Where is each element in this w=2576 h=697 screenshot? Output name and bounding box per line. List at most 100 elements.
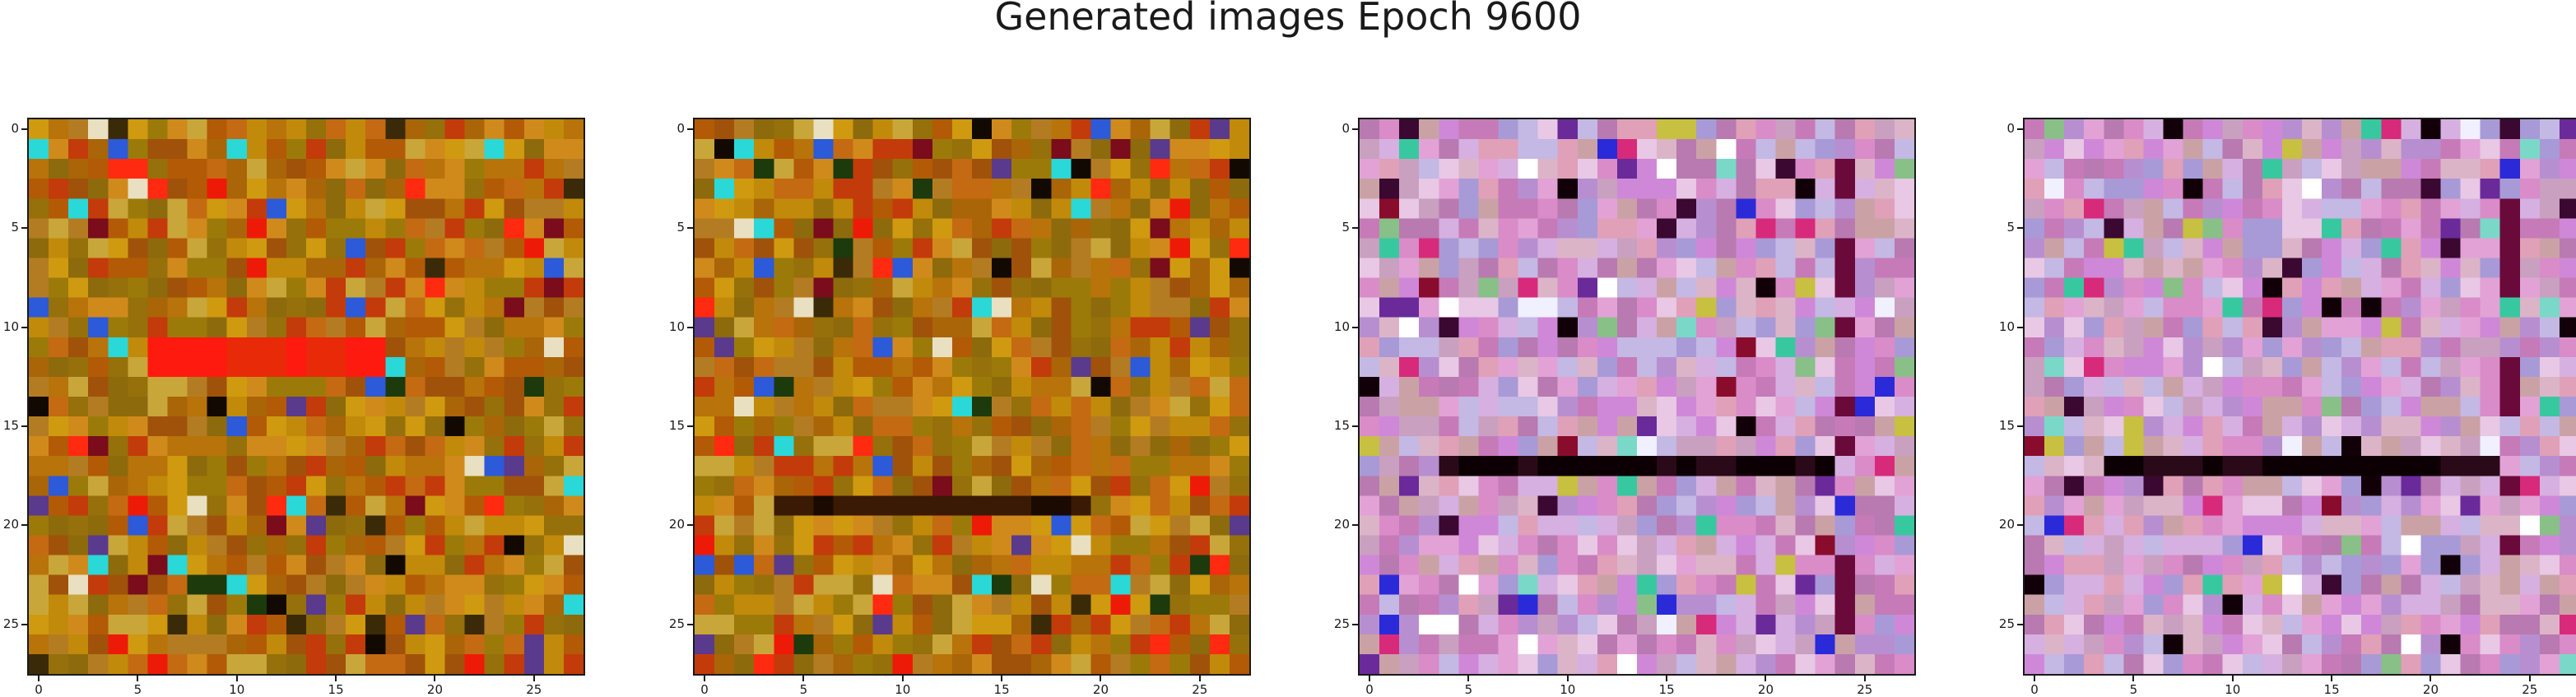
y-tick-mark	[687, 623, 693, 625]
x-tick-label: 25	[1192, 682, 1208, 697]
x-tick-label: 5	[133, 682, 142, 697]
generated-image-panel-1: 0 0 5 5 10 10 15 15 20 20 25 25	[3, 118, 587, 696]
x-tick-mark	[1863, 676, 1866, 681]
x-tick-label: 15	[2323, 682, 2340, 697]
x-tick-mark	[1001, 676, 1003, 681]
y-tick-mark	[2017, 326, 2023, 328]
y-tick-mark	[21, 326, 27, 328]
x-tick-mark	[38, 676, 40, 681]
y-tick-mark	[2017, 128, 2023, 131]
x-tick-mark	[1369, 676, 1371, 681]
y-tick-label: 10	[668, 318, 685, 334]
y-tick-label: 5	[677, 220, 685, 235]
y-tick-mark	[687, 326, 693, 328]
x-tick-mark	[2528, 676, 2531, 681]
x-tick-mark	[2231, 676, 2234, 681]
y-tick-label: 15	[668, 418, 685, 434]
x-tick-label: 10	[895, 682, 911, 697]
x-tick-label: 0	[2030, 682, 2039, 697]
y-tick-mark	[1352, 128, 1358, 131]
y-tick-label: 10	[1333, 318, 1350, 334]
x-tick-mark	[1467, 676, 1470, 681]
x-tick-label: 10	[2225, 682, 2241, 697]
y-tick-mark	[1352, 524, 1358, 527]
x-tick-mark	[901, 676, 904, 681]
x-tick-mark	[2132, 676, 2135, 681]
y-tick-label: 25	[2, 616, 19, 631]
x-tick-mark	[2430, 676, 2432, 681]
x-tick-label: 20	[1757, 682, 1774, 697]
y-tick-mark	[1352, 425, 1358, 428]
generated-image-3	[1358, 118, 1916, 676]
y-tick-mark	[21, 425, 27, 428]
y-tick-mark	[687, 128, 693, 131]
y-tick-mark	[1352, 623, 1358, 625]
generated-image-1	[27, 118, 585, 676]
y-tick-mark	[21, 128, 27, 131]
x-tick-mark	[802, 676, 805, 681]
y-tick-label: 10	[2, 318, 19, 334]
x-tick-mark	[1100, 676, 1102, 681]
y-tick-label: 25	[1998, 616, 2015, 631]
y-tick-label: 5	[11, 220, 19, 235]
x-tick-label: 20	[2422, 682, 2439, 697]
y-tick-mark	[21, 623, 27, 625]
y-tick-mark	[687, 524, 693, 527]
x-tick-label: 15	[993, 682, 1010, 697]
y-tick-mark	[21, 524, 27, 527]
y-tick-mark	[687, 227, 693, 230]
y-tick-label: 15	[2, 418, 19, 434]
y-tick-mark	[1352, 326, 1358, 328]
y-tick-label: 0	[11, 121, 19, 137]
x-tick-label: 15	[1658, 682, 1675, 697]
y-tick-mark	[2017, 524, 2023, 527]
y-tick-mark	[21, 227, 27, 230]
x-tick-mark	[2331, 676, 2333, 681]
x-tick-mark	[532, 676, 535, 681]
x-tick-label: 20	[426, 682, 443, 697]
x-tick-label: 0	[35, 682, 43, 697]
x-tick-label: 0	[1365, 682, 1374, 697]
x-tick-label: 25	[2522, 682, 2538, 697]
x-tick-label: 15	[328, 682, 344, 697]
x-tick-label: 10	[229, 682, 245, 697]
y-tick-mark	[1352, 227, 1358, 230]
x-tick-mark	[1765, 676, 1767, 681]
x-tick-label: 25	[526, 682, 542, 697]
y-tick-label: 0	[677, 121, 685, 137]
y-tick-mark	[2017, 227, 2023, 230]
x-tick-mark	[235, 676, 238, 681]
x-tick-label: 0	[700, 682, 709, 697]
x-tick-mark	[1566, 676, 1569, 681]
y-tick-mark	[2017, 425, 2023, 428]
y-tick-label: 25	[668, 616, 685, 631]
y-tick-label: 15	[1333, 418, 1350, 434]
y-tick-label: 10	[1998, 318, 2015, 334]
generated-image-4	[2023, 118, 2576, 676]
x-tick-label: 5	[1464, 682, 1473, 697]
y-tick-mark	[2017, 623, 2023, 625]
x-tick-mark	[1666, 676, 1668, 681]
x-tick-mark	[2034, 676, 2036, 681]
y-tick-label: 20	[1333, 517, 1350, 532]
generated-image-2	[693, 118, 1251, 676]
y-tick-label: 15	[1998, 418, 2015, 434]
y-tick-label: 20	[1998, 517, 2015, 532]
y-tick-label: 20	[668, 517, 685, 532]
x-tick-mark	[434, 676, 436, 681]
y-tick-label: 25	[1333, 616, 1350, 631]
y-tick-label: 0	[1341, 121, 1350, 137]
y-tick-label: 5	[2006, 220, 2015, 235]
generated-image-panel-4: 0 0 5 5 10 10 15 15 20 20 25 25	[1999, 118, 2576, 696]
x-tick-mark	[1198, 676, 1201, 681]
x-tick-label: 25	[1857, 682, 1873, 697]
generated-image-panel-3: 0 0 5 5 10 10 15 15 20 20 25 25	[1334, 118, 1918, 696]
y-tick-label: 5	[1341, 220, 1350, 235]
x-tick-label: 10	[1560, 682, 1576, 697]
y-tick-label: 0	[2006, 121, 2015, 137]
x-tick-mark	[704, 676, 706, 681]
x-tick-mark	[335, 676, 337, 681]
x-tick-label: 5	[2129, 682, 2138, 697]
x-tick-label: 5	[799, 682, 808, 697]
x-tick-mark	[137, 676, 139, 681]
